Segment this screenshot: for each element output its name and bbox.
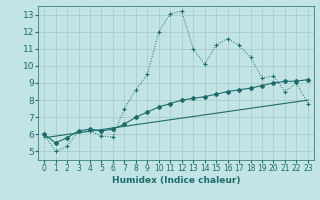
X-axis label: Humidex (Indice chaleur): Humidex (Indice chaleur) — [112, 176, 240, 185]
